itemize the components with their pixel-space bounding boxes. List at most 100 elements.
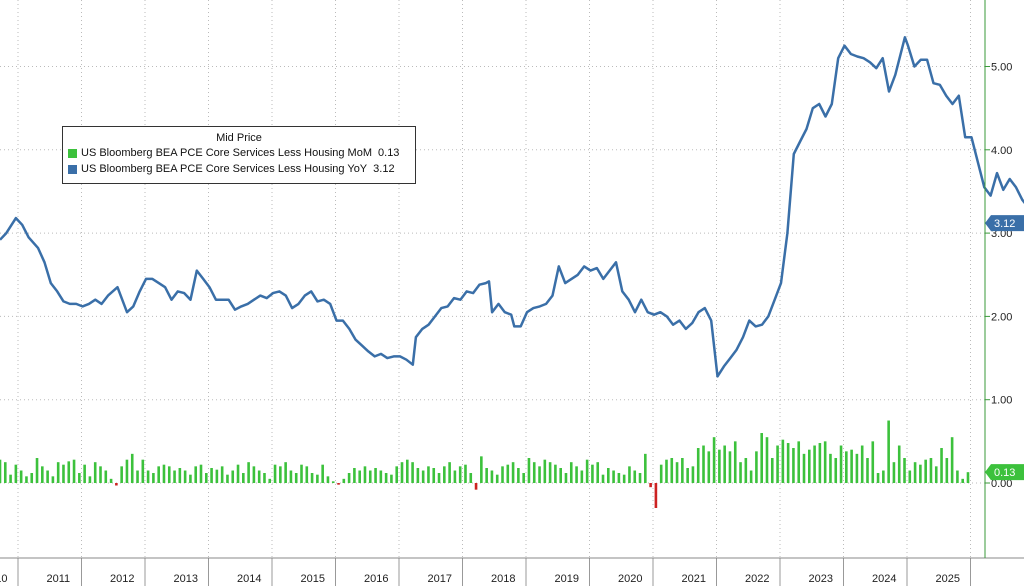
mom-bar (802, 453, 806, 483)
mom-bar (390, 474, 393, 483)
mom-bar (649, 483, 652, 488)
mom-bar (956, 470, 959, 483)
mom-bar (469, 473, 473, 483)
mom-bar (347, 473, 351, 483)
mom-bar (876, 473, 880, 483)
mom-bar (532, 462, 536, 483)
mom-bar (130, 453, 134, 483)
mom-bar (517, 468, 520, 483)
mom-bar (263, 473, 266, 483)
mom-bar (284, 462, 287, 483)
x-tick-label: 2021 (682, 573, 706, 585)
mom-bar (786, 443, 790, 483)
mom-bar (337, 483, 340, 485)
mom-bar (638, 473, 642, 483)
mom-bar (437, 473, 441, 483)
mom-bar (569, 462, 573, 483)
mom-bar (19, 470, 23, 483)
mom-bar (427, 466, 430, 483)
legend-value-yoy: 3.12 (373, 163, 395, 175)
x-tick-label: 2015 (301, 573, 325, 585)
mom-bar (236, 464, 240, 483)
mom-bar (585, 459, 589, 483)
mom-bar (511, 462, 515, 483)
mom-bar (178, 468, 182, 483)
x-tick-label: 2013 (174, 573, 198, 585)
mom-bar (845, 451, 848, 483)
mom-bar (718, 449, 721, 483)
mom-bar (829, 453, 832, 483)
mom-bar (575, 466, 578, 483)
mom-bar (474, 483, 478, 490)
mom-bar (691, 466, 695, 483)
legend: Mid Price US Bloomberg BEA PCE Core Serv… (62, 126, 416, 184)
mom-bar (490, 470, 494, 483)
x-tick-label: 2024 (872, 573, 896, 585)
mom-bar (448, 462, 451, 483)
mom-bar (850, 449, 853, 483)
mom-bar (88, 476, 92, 483)
mom-bar (310, 473, 314, 483)
mom-bar (966, 472, 970, 483)
mom-bar (760, 433, 763, 483)
mom-bar (51, 476, 55, 483)
x-tick-label: 2023 (809, 573, 833, 585)
mom-bar (120, 466, 123, 483)
mom-bar (654, 483, 658, 508)
legend-title: Mid Price (216, 132, 262, 144)
mom-bar (480, 456, 483, 483)
mom-bar (152, 473, 155, 483)
mom-bar (919, 464, 922, 483)
mom-bar (183, 470, 187, 483)
mom-bar (9, 474, 12, 483)
mom-bar (14, 464, 18, 483)
mom-bar (67, 461, 71, 483)
mom-bar (173, 470, 176, 483)
mom-bar (591, 464, 594, 483)
mom-bar (326, 476, 330, 483)
mom-bar (670, 458, 674, 483)
mom-bar (564, 473, 568, 483)
mom-bar (220, 466, 224, 483)
x-tick-label: 2017 (428, 573, 452, 585)
mom-bar (93, 462, 97, 483)
mom-bar (136, 470, 139, 483)
x-tick-label: 2019 (555, 573, 579, 585)
mom-bar (929, 458, 933, 483)
mom-bars (0, 420, 970, 508)
mom-bar (247, 462, 250, 483)
mom-bar (162, 464, 166, 483)
mom-bar (813, 445, 816, 483)
y-tick-label: 2.00 (991, 311, 1012, 323)
mom-bar (215, 469, 219, 483)
mom-bar (242, 473, 245, 483)
mom-bar (46, 470, 49, 483)
mom-bar (860, 445, 864, 483)
mom-bar (818, 443, 822, 483)
mom-bar (294, 473, 298, 483)
yoy-last-label-text: 3.12 (994, 218, 1015, 230)
mom-bar (739, 462, 742, 483)
mom-bar (554, 464, 557, 483)
yoy-last-label-box (985, 215, 1024, 232)
mom-bar (606, 468, 610, 483)
mom-bar (30, 473, 34, 483)
mom-bar (797, 441, 801, 483)
mom-bar (961, 478, 964, 483)
legend-swatch-yoy (68, 164, 77, 174)
legend-value-mom: 0.13 (378, 147, 400, 159)
mom-bar (432, 468, 436, 483)
mom-bar (776, 445, 779, 483)
mom-bar (353, 468, 356, 483)
mom-bar (543, 459, 547, 483)
mom-bar (723, 445, 726, 483)
mom-bar (56, 462, 60, 483)
mom-bar (395, 466, 399, 483)
y-tick-label: 5.00 (991, 62, 1012, 74)
mom-bar (823, 441, 827, 483)
mom-bar (839, 445, 843, 483)
mom-bar (897, 445, 901, 483)
mom-bar (940, 448, 943, 483)
mom-bar (99, 466, 102, 483)
